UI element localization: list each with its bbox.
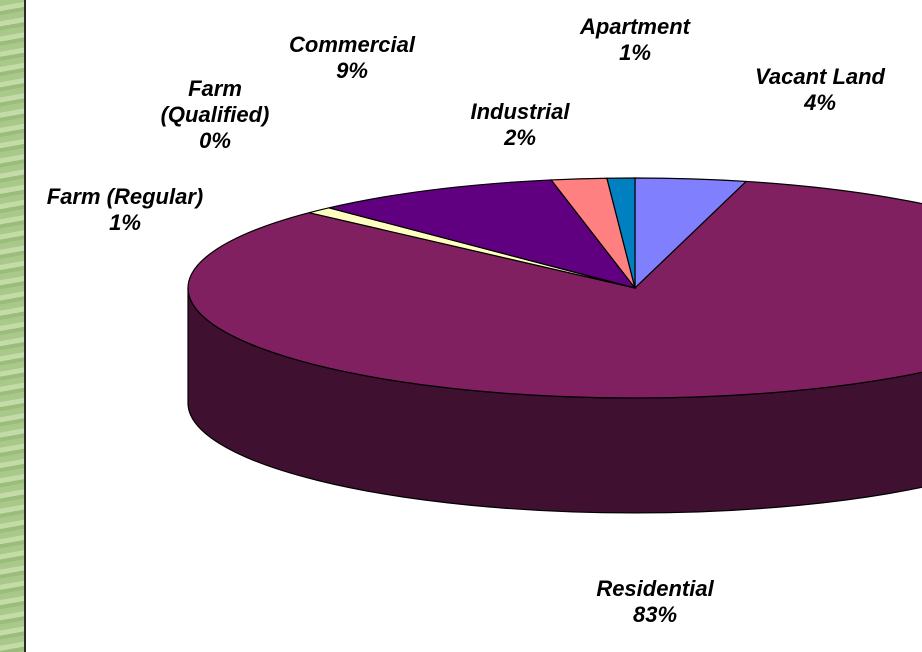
category-name: Vacant Land xyxy=(755,64,885,89)
category-name: Farm (Regular) xyxy=(46,184,204,209)
slice-label: Residential 83% xyxy=(555,576,755,628)
percent-label: 1% xyxy=(619,40,651,65)
category-name: Residential xyxy=(596,576,714,601)
slice-label: Farm (Qualified) 0% xyxy=(140,76,290,154)
side-strip xyxy=(0,0,26,652)
slice-label: Commercial 9% xyxy=(252,32,452,84)
percent-label: 9% xyxy=(336,58,368,83)
slice xyxy=(187,180,922,399)
percent-label: 83% xyxy=(632,602,678,627)
category-name: Farm (Qualified) xyxy=(160,76,270,127)
percent-label: 2% xyxy=(504,125,536,150)
slice-label: Farm (Regular) 1% xyxy=(5,184,245,236)
slice xyxy=(606,177,636,289)
percent-label: 4% xyxy=(804,90,836,115)
slice xyxy=(328,179,637,290)
percent-label: 0% xyxy=(199,128,231,153)
category-name: Apartment xyxy=(579,14,690,39)
category-name: Commercial xyxy=(289,32,415,57)
slice-label: Industrial 2% xyxy=(420,99,620,151)
category-name: Industrial xyxy=(470,99,570,124)
slice-label: Vacant Land 4% xyxy=(720,64,920,116)
percent-label: 1% xyxy=(109,210,141,235)
slice-label: Apartment 1% xyxy=(535,14,735,66)
